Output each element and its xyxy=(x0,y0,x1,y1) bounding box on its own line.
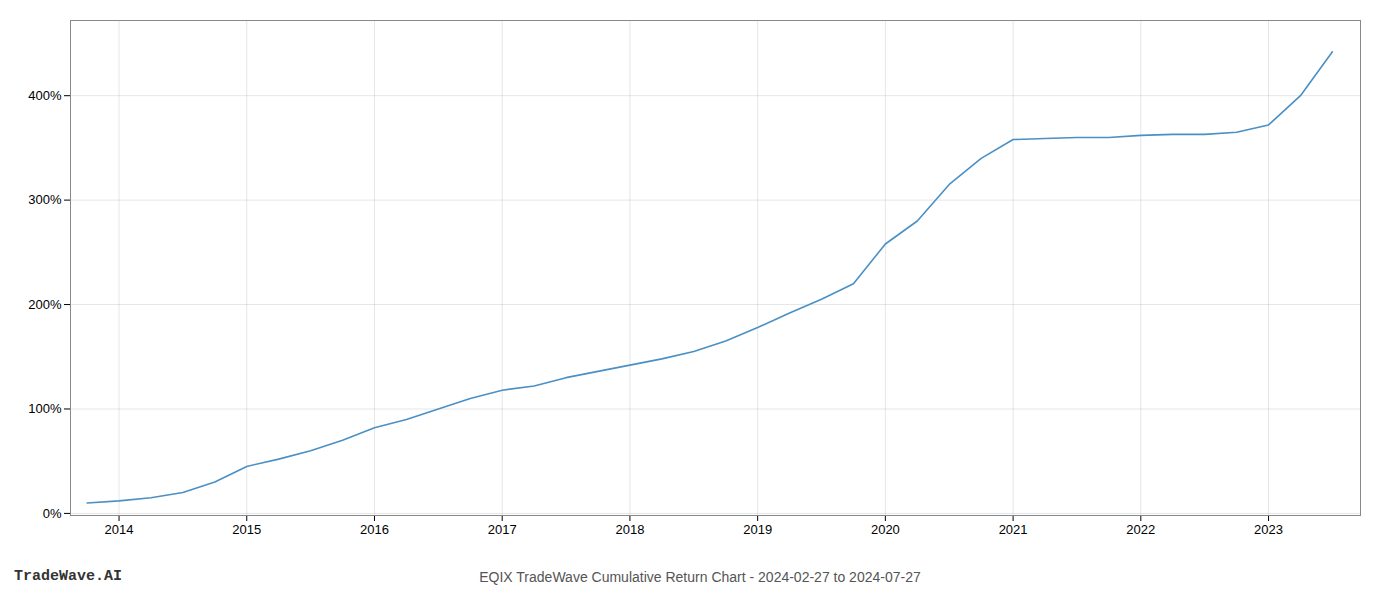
svg-text:200%: 200% xyxy=(28,297,62,312)
svg-text:2014: 2014 xyxy=(105,522,134,537)
svg-text:2019: 2019 xyxy=(743,522,772,537)
svg-text:300%: 300% xyxy=(28,192,62,207)
html-text:TradeWave.AI: TradeWave.AI xyxy=(14,568,122,585)
svg-text:400%: 400% xyxy=(28,88,62,103)
svg-text:2016: 2016 xyxy=(360,522,389,537)
svg-text:100%: 100% xyxy=(28,401,62,416)
svg-text:0%: 0% xyxy=(43,506,62,521)
svg-text:2015: 2015 xyxy=(232,522,261,537)
svg-text:2021: 2021 xyxy=(999,522,1028,537)
svg-text:2020: 2020 xyxy=(871,522,900,537)
svg-text:2018: 2018 xyxy=(615,522,644,537)
svg-text:2023: 2023 xyxy=(1254,522,1283,537)
svg-text:2017: 2017 xyxy=(488,522,517,537)
svg-text:2022: 2022 xyxy=(1126,522,1155,537)
html-text:EQIX TradeWave Cumulative Retu: EQIX TradeWave Cumulative Return Chart -… xyxy=(479,569,921,585)
